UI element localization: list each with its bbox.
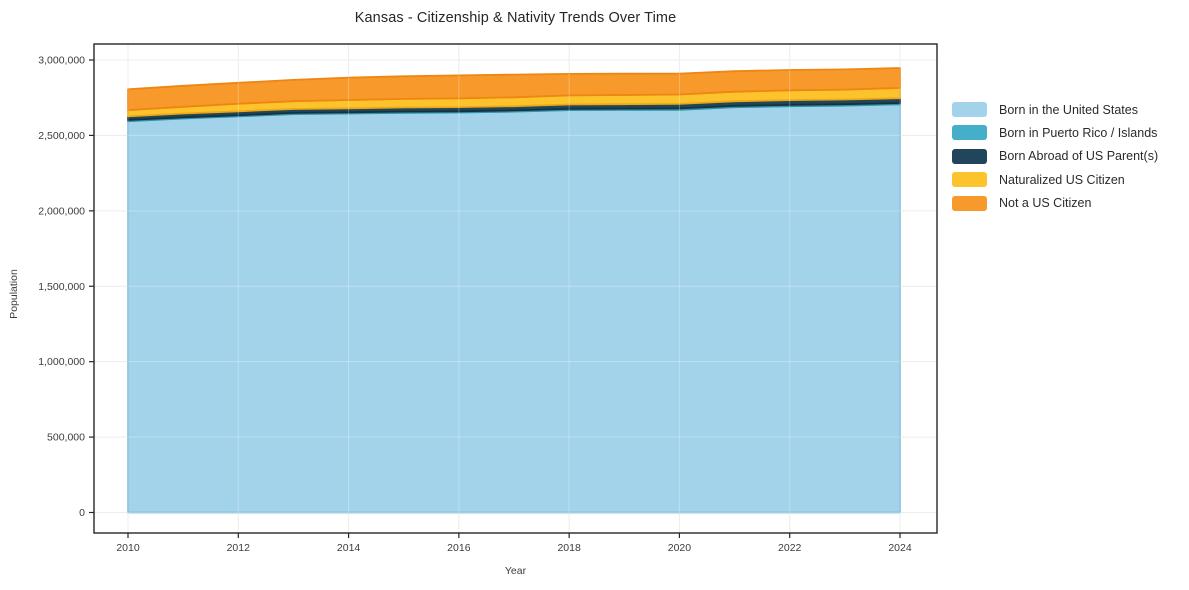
legend-swatch-not-citizen <box>952 195 987 211</box>
y-tick-label: 2,500,000 <box>38 130 85 142</box>
legend-item: Naturalized US Citizen <box>952 172 1158 188</box>
y-tick-label: 500,000 <box>47 432 85 444</box>
y-tick-label: 1,500,000 <box>38 281 85 293</box>
y-tick-label: 3,000,000 <box>38 55 85 67</box>
legend-label: Born in the United States <box>999 102 1138 117</box>
area-not-a-us-citizen <box>127 67 901 111</box>
x-tick-label: 2024 <box>888 542 912 554</box>
y-tick-label: 2,000,000 <box>38 205 85 217</box>
y-tick-label: 1,000,000 <box>38 356 85 368</box>
legend-swatch-born-abroad <box>952 148 987 164</box>
area-born-in-the-united-states <box>127 103 901 514</box>
legend-label: Born Abroad of US Parent(s) <box>999 149 1159 164</box>
x-tick-label: 2022 <box>778 542 802 554</box>
legend-swatch-naturalized <box>952 172 987 188</box>
legend-item: Born in the United States <box>952 102 1158 117</box>
legend-item: Born in Puerto Rico / Islands <box>952 125 1158 141</box>
x-tick-label: 2010 <box>116 542 140 554</box>
legend-label: Naturalized US Citizen <box>999 172 1125 187</box>
x-tick-label: 2014 <box>337 542 361 554</box>
legend-label: Born in Puerto Rico / Islands <box>999 125 1158 140</box>
x-axis-label: Year <box>504 565 527 577</box>
legend: Born in the United States Born in Puerto… <box>952 102 1158 219</box>
plot-border <box>93 43 938 534</box>
legend-swatch-puerto-rico <box>952 125 987 141</box>
x-tick-label: 2020 <box>668 542 692 554</box>
x-tick-label: 2012 <box>227 542 251 554</box>
legend-item: Born Abroad of US Parent(s) <box>952 148 1159 164</box>
legend-label: Not a US Citizen <box>999 196 1092 211</box>
chart-title: Kansas - Citizenship & Nativity Trends O… <box>354 10 677 26</box>
legend-swatch-born-us <box>952 102 987 117</box>
legend-item: Not a US Citizen <box>952 195 1158 211</box>
x-tick-label: 2018 <box>557 542 581 554</box>
y-tick-label: 0 <box>79 507 85 519</box>
y-axis-label: Population <box>8 269 20 319</box>
x-tick-label: 2016 <box>447 542 471 554</box>
